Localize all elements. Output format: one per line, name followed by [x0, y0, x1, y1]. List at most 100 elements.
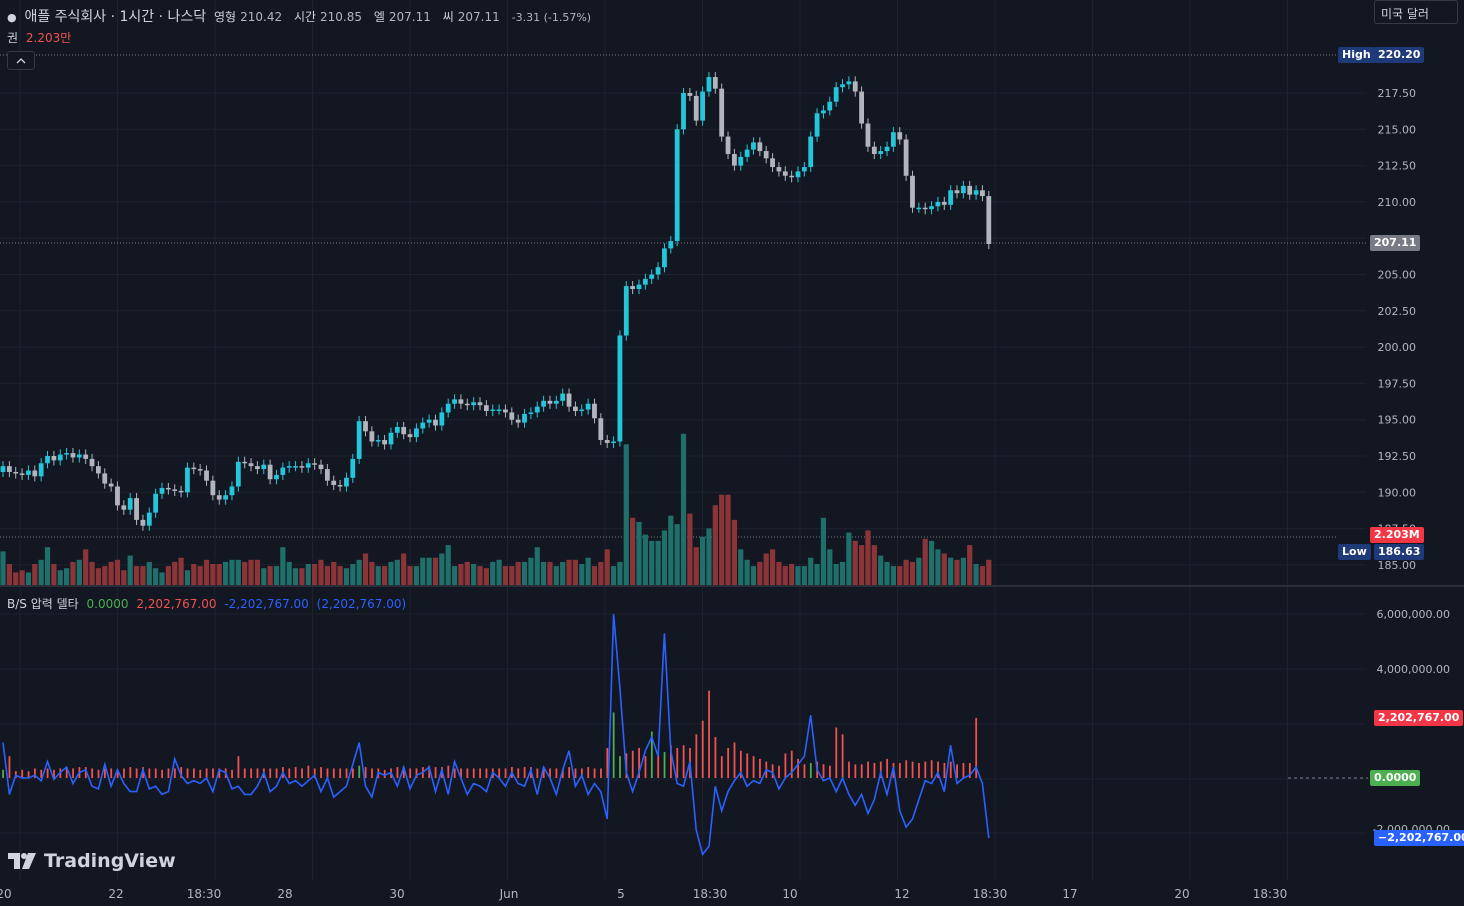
delta-zero-tag: 0.0000	[1370, 770, 1421, 786]
delta-bar	[415, 768, 418, 778]
candle-body	[331, 480, 337, 486]
delta-bar	[561, 768, 564, 778]
candle-body	[6, 466, 12, 472]
volume-bar	[693, 547, 699, 585]
candle-body	[204, 470, 209, 481]
volume-bar	[909, 561, 916, 585]
candle-body	[121, 505, 127, 510]
volume-bar	[64, 568, 70, 585]
volume-bar	[553, 566, 559, 585]
time-tick: 12	[894, 887, 909, 901]
volume-bar	[184, 570, 191, 585]
apple-icon: ●	[7, 11, 17, 24]
candle-body	[897, 132, 903, 140]
delta-bar	[110, 768, 113, 778]
delta-bar	[517, 768, 520, 778]
candle-body	[185, 467, 190, 493]
candle-body	[630, 286, 636, 290]
volume-bar	[610, 566, 617, 585]
volume-bar	[521, 561, 528, 585]
candle-body	[541, 400, 546, 407]
volume-bar	[51, 564, 57, 585]
collapse-legend-button[interactable]	[7, 51, 35, 70]
tradingview-logo[interactable]: TradingView	[8, 850, 176, 872]
candle-body	[833, 87, 839, 102]
volume-bar	[153, 568, 159, 585]
candle-body	[324, 469, 330, 481]
delta-bar	[212, 768, 214, 778]
volume-value: 2.203만	[25, 31, 72, 45]
volume-bar	[471, 564, 477, 585]
volume-bar	[878, 555, 884, 585]
delta-bar	[555, 768, 558, 778]
delta-bar	[829, 765, 831, 778]
candle-body	[312, 463, 318, 465]
volume-bar	[25, 572, 32, 585]
candle-body	[477, 402, 483, 406]
delta-bar	[364, 767, 367, 778]
candle-body	[642, 278, 648, 285]
volume-bar	[375, 566, 381, 585]
candle-body	[821, 110, 826, 114]
low-label: 엘	[373, 10, 385, 24]
volume-bar	[242, 561, 248, 585]
delta-bar	[638, 747, 640, 778]
volume-bar	[865, 530, 871, 585]
volume-bar	[591, 566, 598, 585]
candle-body	[108, 483, 114, 487]
volume-bar	[973, 564, 979, 585]
indicator-name[interactable]: B/S 압력 델타	[7, 597, 79, 611]
volume-bar	[744, 559, 750, 585]
candle-body	[178, 490, 184, 493]
delta-bar	[650, 731, 653, 778]
volume-bar	[941, 553, 947, 585]
delta-bar	[180, 767, 183, 778]
candle-body	[344, 477, 349, 487]
candle-body	[776, 167, 782, 172]
candle-body	[827, 101, 833, 111]
candle-body	[172, 489, 178, 491]
candle-body	[146, 512, 152, 526]
volume-bar	[140, 566, 146, 585]
volume-bar	[267, 566, 273, 585]
candle-body	[0, 466, 6, 472]
candle-body	[102, 473, 108, 484]
delta-bar	[193, 768, 195, 778]
delta-bar	[123, 768, 125, 778]
last-price-tag: 207.11	[1370, 235, 1421, 251]
candle-body	[687, 93, 693, 96]
time-tick: 20	[0, 887, 12, 901]
volume-bar	[528, 557, 534, 585]
currency-button[interactable]: 미국 달러	[1374, 0, 1458, 24]
candle-body	[948, 190, 954, 205]
time-tick: 18:30	[693, 887, 728, 901]
candle-body	[922, 207, 928, 210]
delta-bar	[402, 767, 405, 778]
candle-body	[452, 399, 457, 404]
candle-body	[153, 493, 159, 513]
candle-body	[51, 456, 57, 461]
delta-bar	[759, 758, 761, 778]
candle-body	[941, 201, 947, 205]
candle-body	[649, 274, 655, 279]
delta-bar	[498, 768, 501, 778]
volume-bar	[916, 557, 922, 585]
candle-body	[19, 473, 25, 475]
delta-bar	[288, 768, 291, 778]
candle-body	[903, 139, 909, 176]
delta-bar	[727, 747, 730, 778]
volume-bar	[44, 547, 51, 585]
delta-bar	[72, 768, 74, 778]
delta-bar	[835, 727, 838, 778]
time-tick: 30	[389, 887, 404, 901]
delta-bar	[708, 690, 710, 778]
symbol-title[interactable]: 애플 주식회사 · 1시간 · 나스닥	[24, 9, 207, 25]
delta-bar	[924, 761, 927, 778]
delta-line	[2, 614, 990, 857]
candle-body	[617, 335, 623, 442]
volume-bar	[808, 557, 814, 585]
volume-bar	[661, 530, 668, 585]
candle-body	[191, 467, 197, 470]
candle-body	[910, 175, 915, 208]
